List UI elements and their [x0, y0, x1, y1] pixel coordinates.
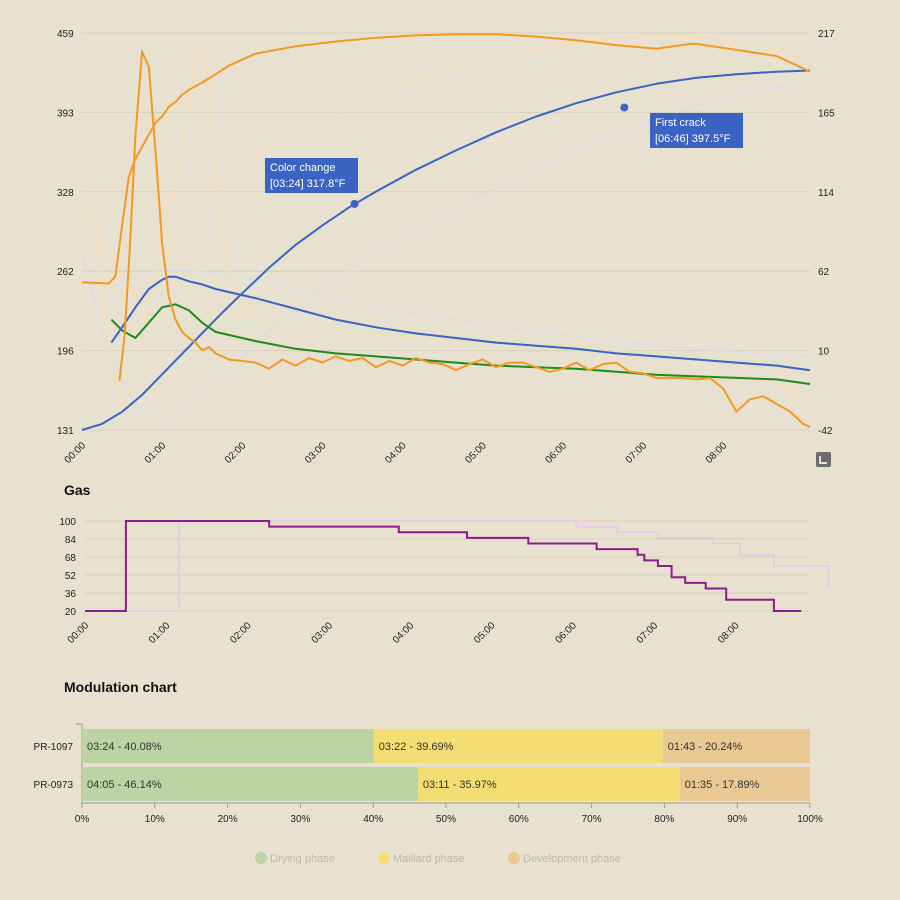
x-tick-label: 02:00: [223, 440, 249, 466]
x-tick-label: 01:00: [147, 620, 173, 646]
series-line-ror: [110, 303, 811, 385]
annotation-point-color-change: [350, 199, 359, 208]
series-line-et_ref: [81, 34, 811, 408]
series-line-bt: [81, 69, 811, 431]
x-tick-label: 03:00: [303, 440, 329, 466]
logo-icon[interactable]: [816, 452, 831, 467]
x-tick-label: 00:00: [63, 440, 89, 466]
legend-label: Drying phase: [270, 853, 335, 865]
y-tick-label: 20: [65, 607, 77, 618]
legend-label: Development phase: [523, 853, 621, 865]
x-tick-label: 05:00: [472, 620, 498, 646]
x-tick-label: 60%: [509, 814, 529, 825]
gas-title: Gas: [64, 482, 91, 498]
y-tick-label: 52: [65, 571, 77, 582]
gas-line-gas: [85, 520, 802, 612]
gas-line-gas_ref: [85, 520, 830, 612]
legend-marker: [508, 852, 520, 864]
bar-segment-drying-phase: [82, 729, 374, 763]
x-tick-label: 80%: [654, 814, 674, 825]
legend-marker: [378, 852, 390, 864]
series-line-bt_ref: [81, 81, 811, 420]
series-line-et_wavy: [118, 50, 811, 428]
bar-label: 03:24 - 40.08%: [87, 741, 162, 753]
legend-marker: [255, 852, 267, 864]
y-right-tick-label: 114: [818, 188, 834, 199]
x-tick-label: 07:00: [635, 620, 661, 646]
annotation-box-color-change: [265, 158, 358, 193]
y-right-tick-label: -42: [818, 426, 833, 437]
y-right-tick-label: 165: [818, 108, 835, 119]
modulation-title: Modulation chart: [64, 679, 177, 695]
annotation-box-first-crack: [650, 113, 743, 148]
annotation-point-first-crack: [620, 103, 629, 112]
bar-segment-maillard-phase: [417, 767, 680, 801]
y-left-tick-label: 459: [57, 29, 74, 40]
legend-label: Maillard phase: [393, 853, 465, 865]
y-tick-label: 84: [65, 535, 77, 546]
temperature-chart: 459 393 328 262 196 131 217 165 114 62 10 -42 00:00 0…: [57, 29, 835, 466]
y-right-tick-label: 62: [818, 267, 830, 278]
annotation-title: Color change: [270, 162, 335, 174]
x-tick-label: 01:00: [143, 440, 169, 466]
x-tick-label: 06:00: [553, 620, 579, 646]
annotation-detail: [03:24] 317.8°F: [270, 178, 346, 190]
y-right-tick-label: 217: [818, 29, 835, 40]
y-left-tick-label: 196: [57, 347, 74, 358]
x-tick-label: 40%: [363, 814, 383, 825]
x-tick-label: 06:00: [544, 440, 570, 466]
x-tick-label: 08:00: [704, 440, 730, 466]
y-tick-label: 68: [65, 553, 77, 564]
bar-segment-maillard-phase: [373, 729, 663, 763]
y-tick-label: 36: [65, 589, 77, 600]
bar-label: 03:22 - 39.69%: [379, 741, 454, 753]
bar-segment-development-phase: [662, 729, 811, 763]
y-left-tick-label: 262: [57, 267, 74, 278]
x-tick-label: 07:00: [624, 440, 650, 466]
x-tick-label: 100%: [797, 814, 823, 825]
gas-chart: Gas 100 84 68 52 36 20 00:00 01:00 02:00 03:00 04:0…: [59, 482, 830, 646]
x-tick-label: 90%: [727, 814, 747, 825]
modulation-chart: Modulation chart PR-1097 03:24 - 40.08% 03:…: [34, 679, 823, 865]
x-tick-label: 50%: [436, 814, 456, 825]
x-tick-label: 03:00: [310, 620, 336, 646]
y-left-tick-label: 328: [57, 188, 74, 199]
x-tick-label: 04:00: [391, 620, 417, 646]
series-line-ror_pale_green: [135, 318, 811, 367]
x-tick-label: 10%: [145, 814, 165, 825]
y-tick-label: 100: [59, 517, 76, 528]
x-tick-label: 70%: [582, 814, 602, 825]
y-left-tick-label: 131: [57, 426, 74, 437]
x-tick-label: 04:00: [383, 440, 409, 466]
series-line-et: [81, 33, 811, 285]
x-tick-label: 30%: [290, 814, 310, 825]
y-left-tick-label: 393: [57, 108, 74, 119]
bar-segment-drying-phase: [82, 767, 418, 801]
y-right-tick-label: 10: [818, 347, 830, 358]
category-label: PR-0973: [34, 780, 74, 791]
x-tick-label: 0%: [75, 814, 90, 825]
x-tick-label: 00:00: [66, 620, 92, 646]
bar-label: 04:05 - 46.14%: [87, 779, 162, 791]
bar-segment-development-phase: [679, 767, 810, 801]
bar-label: 01:35 - 17.89%: [685, 779, 760, 791]
series-line-ror2: [110, 275, 811, 372]
x-tick-label: 02:00: [228, 620, 254, 646]
bar-label: 01:43 - 20.24%: [668, 741, 743, 753]
series-line-ror_ref_blue: [108, 269, 811, 358]
bar-label: 03:11 - 35.97%: [423, 779, 497, 791]
x-tick-label: 08:00: [716, 620, 742, 646]
category-label: PR-1097: [34, 742, 74, 753]
x-tick-label: 05:00: [463, 440, 489, 466]
annotation-detail: [06:46] 397.5°F: [655, 133, 731, 145]
x-tick-label: 20%: [218, 814, 238, 825]
annotation-title: First crack: [655, 117, 706, 129]
